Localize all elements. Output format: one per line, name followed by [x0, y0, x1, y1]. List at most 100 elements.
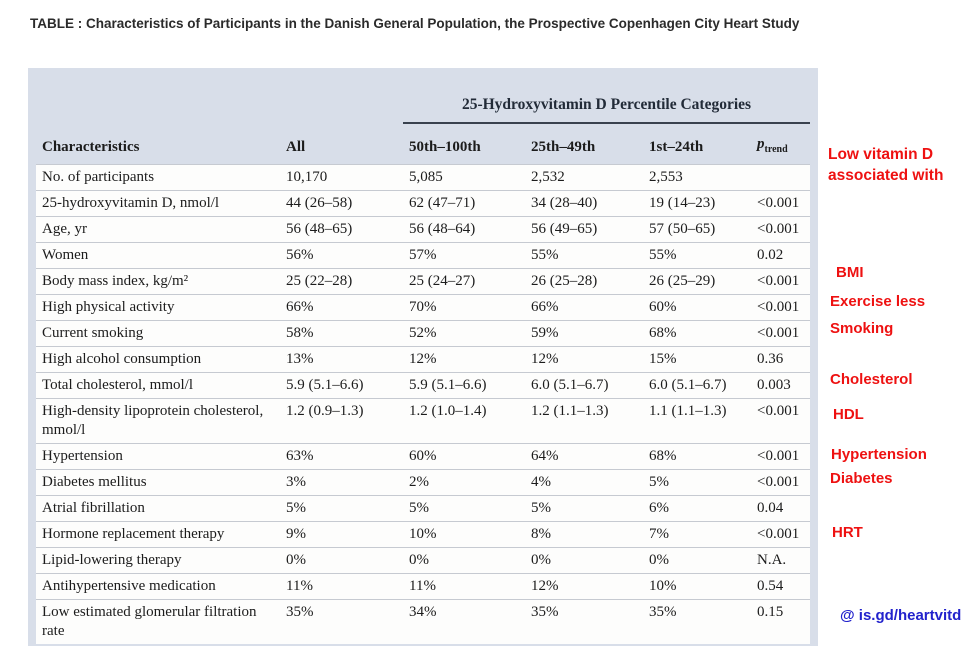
- annotation-cholesterol: Cholesterol: [830, 371, 913, 388]
- cell: 11%: [403, 573, 525, 600]
- cell: 60%: [403, 443, 525, 470]
- cell: 35%: [525, 599, 643, 644]
- cell: 5%: [403, 495, 525, 522]
- short-url-link[interactable]: @ is.gd/heartvitd: [840, 607, 962, 624]
- cell: 34%: [403, 599, 525, 644]
- cell: 56 (48–65): [280, 216, 403, 243]
- cell: 56%: [280, 242, 403, 269]
- cell: 8%: [525, 521, 643, 548]
- cell: 0.04: [751, 495, 811, 522]
- row-label: Atrial fibrillation: [36, 495, 280, 522]
- cell: 58%: [280, 320, 403, 347]
- row-label: Low estimated glomerular filtration rate: [36, 599, 280, 644]
- cell: 6.0 (5.1–6.7): [643, 372, 751, 399]
- table-row: 25-hydroxyvitamin D, nmol/l 44 (26–58) 62 …: [36, 190, 811, 217]
- cell: 68%: [643, 320, 751, 347]
- row-label: Age, yr: [36, 216, 280, 243]
- cell: 68%: [643, 443, 751, 470]
- characteristics-table: 25-Hydroxyvitamin D Percentile Categorie…: [28, 68, 818, 646]
- cell: 3%: [280, 469, 403, 496]
- col-header-p-trend: ptrend: [751, 124, 810, 165]
- cell: [751, 164, 811, 191]
- cell: 0%: [525, 547, 643, 574]
- cell: <0.001: [751, 190, 811, 217]
- cell: 57 (50–65): [643, 216, 751, 243]
- cell: 10%: [643, 573, 751, 600]
- table-row: High alcohol consumption 13% 12% 12% 15% 0.36: [36, 346, 811, 373]
- row-label: Hormone replacement therapy: [36, 521, 280, 548]
- table-row: Antihypertensive medication 11% 11% 12% 10% 0…: [36, 573, 811, 600]
- table-row: Body mass index, kg/m² 25 (22–28) 25 (24–2…: [36, 268, 811, 295]
- row-label: Total cholesterol, mmol/l: [36, 372, 280, 399]
- cell: 59%: [525, 320, 643, 347]
- table-row: Women 56% 57% 55% 55% 0.02: [36, 242, 811, 269]
- cell: 35%: [643, 599, 751, 644]
- cell: 0.003: [751, 372, 811, 399]
- annotation-hypertension: Hypertension: [831, 446, 927, 463]
- cell: <0.001: [751, 469, 811, 496]
- cell: <0.001: [751, 294, 811, 321]
- row-label: Diabetes mellitus: [36, 469, 280, 496]
- p-subscript: trend: [764, 144, 788, 155]
- cell: 2%: [403, 469, 525, 496]
- cell: 10%: [403, 521, 525, 548]
- cell: 10,170: [280, 164, 403, 191]
- cell: 62 (47–71): [403, 190, 525, 217]
- cell: 63%: [280, 443, 403, 470]
- row-label: High alcohol consumption: [36, 346, 280, 373]
- cell: 0%: [403, 547, 525, 574]
- cell: 66%: [280, 294, 403, 321]
- cell: 5.9 (5.1–6.6): [403, 372, 525, 399]
- table-body: No. of participants 10,170 5,085 2,532 2,553…: [36, 164, 811, 644]
- cell: 5.9 (5.1–6.6): [280, 372, 403, 399]
- cell: 55%: [643, 242, 751, 269]
- cell: 60%: [643, 294, 751, 321]
- table-row: Hypertension 63% 60% 64% 68% <0.001: [36, 443, 811, 470]
- cell: 57%: [403, 242, 525, 269]
- col-header-all: All: [286, 139, 306, 155]
- cell: 52%: [403, 320, 525, 347]
- annotation-hdl: HDL: [833, 406, 864, 423]
- cell: 25 (22–28): [280, 268, 403, 295]
- row-label: High physical activity: [36, 294, 280, 321]
- cell: 1.2 (1.1–1.3): [525, 398, 643, 444]
- cell: 9%: [280, 521, 403, 548]
- cell: 13%: [280, 346, 403, 373]
- column-header-row: Characteristics All 50th–100th 25th–49th…: [36, 124, 810, 165]
- cell: 26 (25–28): [525, 268, 643, 295]
- cell: 1.1 (1.1–1.3): [643, 398, 751, 444]
- table-row: High physical activity 66% 70% 66% 60% <0.001: [36, 294, 811, 321]
- cell: 64%: [525, 443, 643, 470]
- table-row: Lipid-lowering therapy 0% 0% 0% 0% N.A.: [36, 547, 811, 574]
- annotation-diabetes: Diabetes: [830, 470, 893, 487]
- cell: <0.001: [751, 398, 811, 444]
- row-label: Current smoking: [36, 320, 280, 347]
- cell: 5,085: [403, 164, 525, 191]
- annotation-exercise-less: Exercise less: [830, 293, 926, 310]
- cell: <0.001: [751, 521, 811, 548]
- p-symbol: p: [757, 136, 765, 152]
- cell: 5%: [280, 495, 403, 522]
- cell: 5%: [525, 495, 643, 522]
- table-row: Low estimated glomerular filtration rate…: [36, 599, 811, 644]
- group-header-row: 25-Hydroxyvitamin D Percentile Categorie…: [36, 68, 811, 124]
- cell: N.A.: [751, 547, 811, 574]
- table-row: Hormone replacement therapy 9% 10% 8% 7% <0.0…: [36, 521, 811, 548]
- cell: 66%: [525, 294, 643, 321]
- annotation-heading: Low vitamin D associated with: [828, 146, 944, 184]
- cell: 1.2 (1.0–1.4): [403, 398, 525, 444]
- annotation-bmi: BMI: [836, 264, 864, 281]
- col-header-1st-24th: 1st–24th: [649, 139, 704, 155]
- cell: 55%: [525, 242, 643, 269]
- table-row: High-density lipoprotein cholesterol, mm…: [36, 398, 811, 444]
- table-row: Total cholesterol, mmol/l 5.9 (5.1–6.6) 5.…: [36, 372, 811, 399]
- table-row: No. of participants 10,170 5,085 2,532 2,553: [36, 164, 811, 191]
- row-label: Women: [36, 242, 280, 269]
- cell: 12%: [525, 573, 643, 600]
- annotation-hrt: HRT: [832, 524, 863, 541]
- cell: 35%: [280, 599, 403, 644]
- cell: 15%: [643, 346, 751, 373]
- table-title: TABLE : Characteristics of Participants …: [30, 16, 800, 31]
- row-label: Lipid-lowering therapy: [36, 547, 280, 574]
- row-label: High-density lipoprotein cholesterol, mm…: [36, 398, 280, 444]
